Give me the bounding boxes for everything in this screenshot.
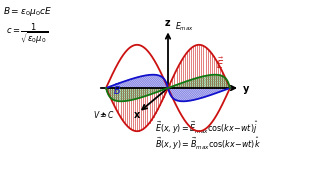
Text: $E_{max}$: $E_{max}$ bbox=[175, 21, 194, 33]
Text: $\vec{B}$: $\vec{B}$ bbox=[113, 82, 122, 97]
Text: $\vec{E}(x,y)=\vec{E}_{max}\cos(kx\!-\!wt)\hat{j}$: $\vec{E}(x,y)=\vec{E}_{max}\cos(kx\!-\!w… bbox=[155, 120, 258, 136]
Text: $\vec{E}$: $\vec{E}$ bbox=[217, 56, 225, 71]
Text: y: y bbox=[243, 84, 249, 94]
Text: $V=C$: $V=C$ bbox=[93, 109, 115, 120]
Text: $\vec{B}(x,y)=\vec{B}_{max}\cos(kx\!-\!wt)\hat{k}$: $\vec{B}(x,y)=\vec{B}_{max}\cos(kx\!-\!w… bbox=[155, 136, 261, 152]
Text: x: x bbox=[133, 111, 140, 120]
Text: $c=\dfrac{1}{\sqrt{\varepsilon_0\mu_0}}$: $c=\dfrac{1}{\sqrt{\varepsilon_0\mu_0}}$ bbox=[6, 22, 48, 46]
Text: $B=\varepsilon_0\mu_0cE$: $B=\varepsilon_0\mu_0cE$ bbox=[3, 5, 52, 18]
Text: z: z bbox=[165, 17, 171, 28]
